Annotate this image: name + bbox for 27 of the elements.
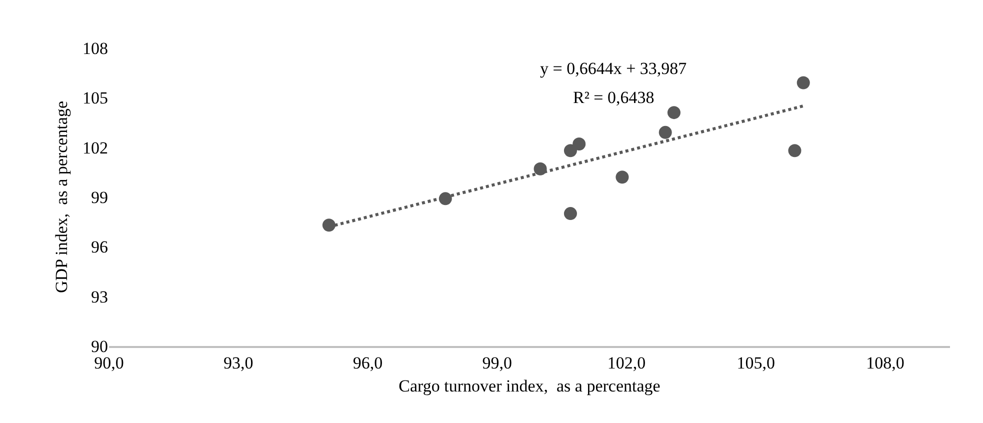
y-tick-label: 102 xyxy=(82,138,108,158)
x-tick-label: 96,0 xyxy=(352,353,383,372)
y-tick-label: 105 xyxy=(82,88,108,108)
annotation: R² = 0,6438 xyxy=(573,88,654,107)
y-tick-label: 96 xyxy=(91,238,108,257)
y-axis-title: GDP index, as a percentage xyxy=(52,101,72,293)
point xyxy=(788,144,802,158)
x-tick-label: 108,0 xyxy=(866,353,904,372)
y-tick-label: 93 xyxy=(91,287,108,306)
x-axis-title: Cargo turnover index, as a percentage xyxy=(398,376,660,396)
point xyxy=(658,126,672,139)
point xyxy=(572,138,586,151)
y-tick-label: 108 xyxy=(82,38,108,58)
point xyxy=(667,106,680,120)
point xyxy=(616,170,629,184)
x-tick-label: 102,0 xyxy=(607,353,646,372)
point xyxy=(564,207,577,220)
point xyxy=(322,218,336,232)
y-tick-label: 90 xyxy=(91,336,108,356)
y-tick-label: 99 xyxy=(91,188,108,207)
x-tick-label: 105,0 xyxy=(736,353,776,372)
x-tick-label: 99,0 xyxy=(482,353,512,372)
point xyxy=(796,76,810,90)
point xyxy=(564,144,577,158)
x-tick-label: 90,0 xyxy=(94,353,124,372)
x-tick-label: 93,0 xyxy=(224,353,254,372)
annotation: y = 0,6644x + 33,987 xyxy=(540,59,688,78)
